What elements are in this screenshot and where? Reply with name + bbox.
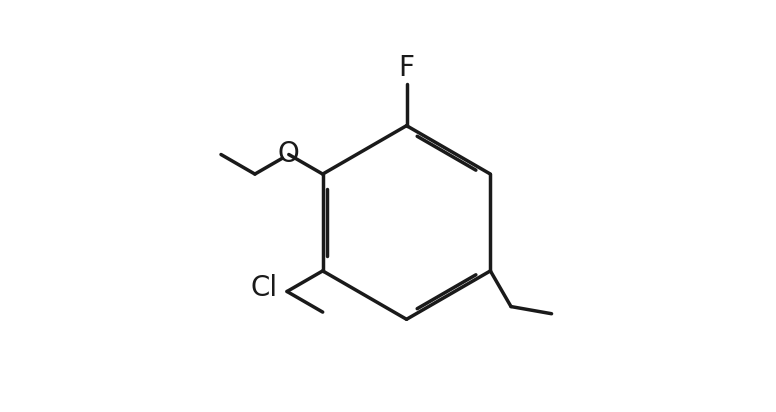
Text: F: F xyxy=(399,54,414,82)
Text: Cl: Cl xyxy=(251,274,278,302)
Text: O: O xyxy=(278,140,300,169)
